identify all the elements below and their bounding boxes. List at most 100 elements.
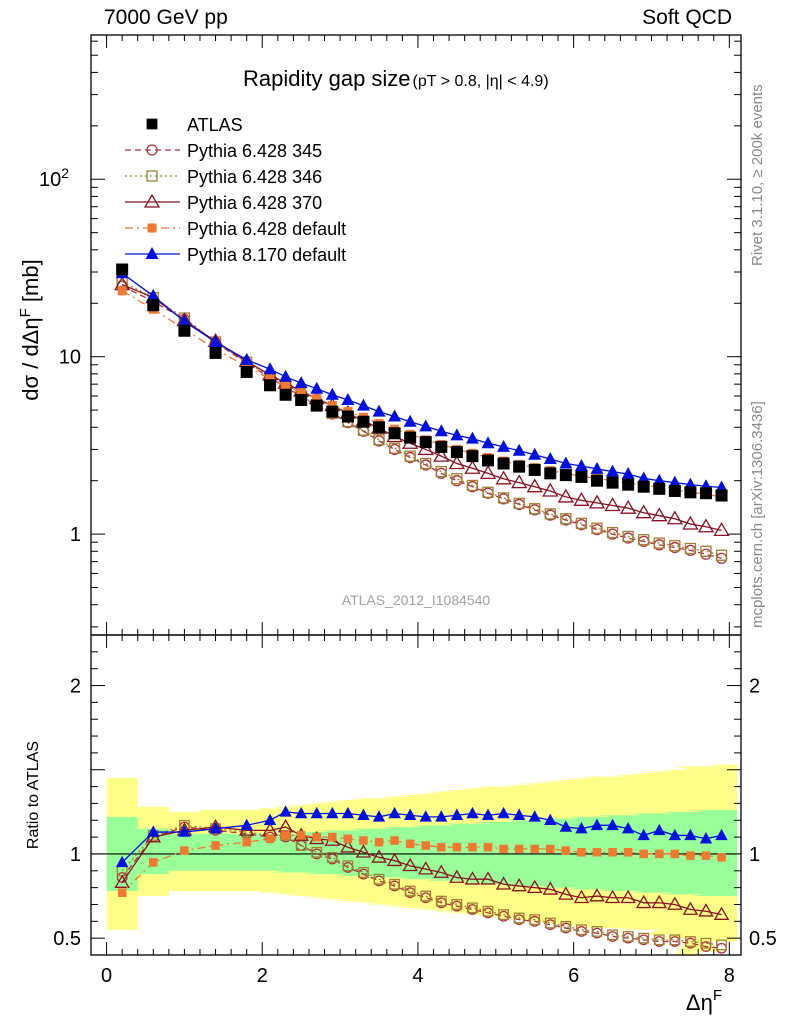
ratio-point [435, 895, 447, 907]
ratio-y-ticks [91, 651, 741, 939]
ratio-point [242, 837, 251, 847]
y-axis-label: dσ / dΔηF [mb] [17, 259, 43, 400]
ratio-point [651, 894, 668, 909]
ratio-point [606, 818, 619, 831]
ratio-point [637, 828, 650, 841]
data-point [479, 465, 497, 479]
data-point [326, 405, 339, 418]
data-point [512, 443, 526, 456]
data-point [497, 457, 510, 470]
legend-marker [146, 144, 158, 156]
ratio-y-tick-label-right: 2 [749, 676, 760, 698]
data-point [528, 447, 542, 460]
ratio-point [147, 825, 160, 837]
data-point [481, 436, 495, 449]
data-point [281, 381, 291, 391]
ratio-point [295, 806, 308, 819]
data-point [209, 334, 223, 347]
data-point [559, 456, 573, 469]
x-tick-label: 2 [257, 965, 268, 987]
ratio-y-axis-label: Ratio to ATLAS [25, 741, 42, 849]
ratio-point [341, 806, 355, 819]
data-point [604, 497, 621, 512]
ratio-point [526, 879, 543, 894]
analysis-watermark: ATLAS_2012_I1084540 [342, 592, 491, 608]
data-point [557, 488, 574, 503]
data-point [635, 504, 652, 519]
ratio-point [403, 808, 417, 820]
ratio-point [437, 842, 446, 852]
series-line [121, 272, 722, 489]
data-point [177, 314, 191, 327]
ratio-point [421, 841, 431, 850]
data-point [606, 476, 619, 489]
ratio-point [433, 864, 450, 878]
ratio-point [528, 810, 541, 822]
ratio-point [355, 844, 372, 858]
ratio-point [542, 881, 559, 895]
ratio-point [561, 846, 571, 855]
ratio-point [343, 834, 353, 844]
series-line [121, 280, 722, 556]
data-point [528, 463, 541, 476]
data-point [419, 436, 432, 449]
data-point [529, 503, 541, 515]
data-point [403, 414, 417, 427]
ratio-point [389, 878, 400, 890]
data-point [590, 461, 604, 474]
data-point [296, 387, 306, 397]
data-point [435, 440, 448, 453]
ratio-point [312, 832, 322, 842]
ratio-series-p8def [115, 805, 728, 868]
ratio-point [357, 808, 370, 820]
data-point [209, 346, 222, 359]
ratio-plot-frame [90, 634, 742, 956]
data-point [357, 415, 370, 428]
y-tick-label: 1 [70, 524, 81, 546]
data-point [682, 515, 699, 530]
rivet-version-text: Rivet 3.1.10, ≥ 200k events [749, 84, 766, 266]
data-point [668, 475, 682, 488]
ratio-point [529, 914, 541, 926]
ratio-point [701, 851, 711, 860]
data-point [544, 508, 556, 520]
ratio-point [653, 823, 666, 836]
ratio-point [371, 849, 387, 863]
data-point [466, 450, 479, 463]
ratio-line [121, 834, 722, 894]
series-line [121, 285, 722, 559]
data-point [294, 376, 308, 389]
data-point [497, 439, 511, 452]
ratio-point [480, 871, 496, 885]
data-point [356, 398, 370, 411]
data-point [404, 431, 417, 444]
data-point [669, 540, 681, 552]
ratio-point [713, 906, 730, 920]
ratio-y-tick-label-left: 0.5 [53, 928, 81, 950]
data-point [388, 409, 402, 422]
data-point [448, 455, 465, 470]
ratio-point [607, 929, 618, 941]
data-point [559, 469, 572, 482]
ratio-point [514, 844, 524, 854]
data-point [265, 374, 275, 384]
data-point [575, 470, 588, 483]
ratio-point [358, 867, 369, 878]
ratio-point [468, 842, 477, 852]
ratio-point [417, 861, 434, 875]
data-point [482, 454, 495, 467]
series-line [121, 283, 722, 531]
data-point [279, 388, 292, 401]
chart-subtitle: (pT > 0.8, |η| < 4.9) [413, 73, 549, 90]
data-point [699, 487, 712, 500]
ratio-point [374, 837, 384, 847]
data-point [497, 492, 510, 504]
ratio-point [402, 857, 418, 872]
series-atlas [116, 263, 728, 502]
legend-marker [143, 193, 161, 208]
data-point [146, 288, 160, 301]
data-point [433, 447, 450, 462]
ratio-point [296, 831, 306, 840]
ratio-point [685, 936, 696, 947]
ratio-point [372, 810, 386, 822]
